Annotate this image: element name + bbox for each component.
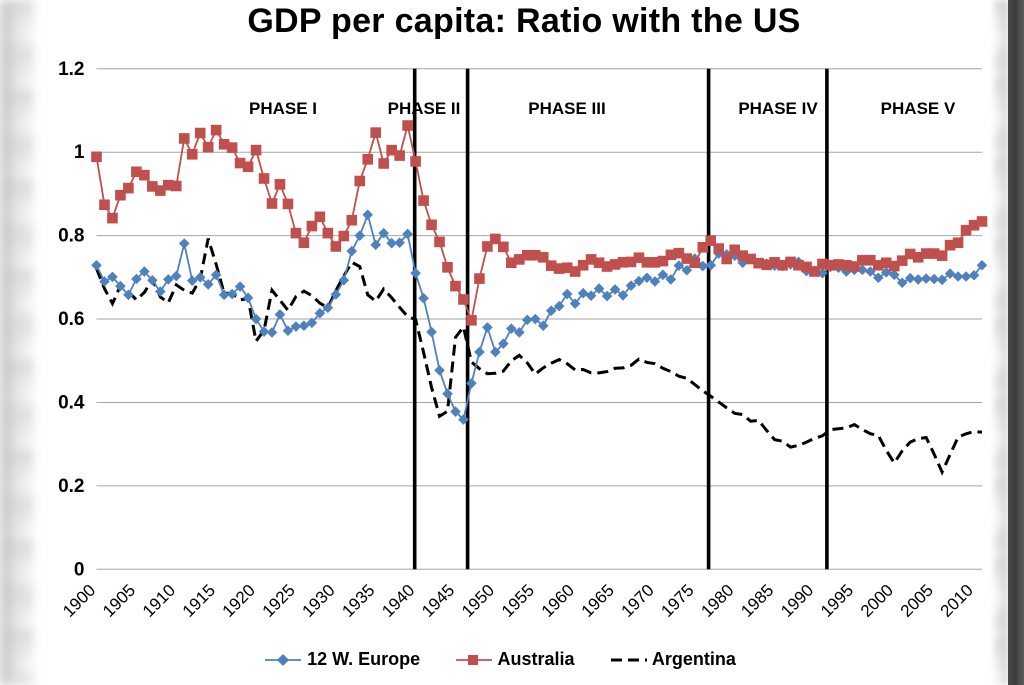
svg-text:PHASE I: PHASE I — [249, 99, 317, 118]
svg-text:PHASE V: PHASE V — [881, 99, 956, 118]
svg-text:PHASE IV: PHASE IV — [738, 99, 818, 118]
svg-text:1.2: 1.2 — [58, 59, 84, 80]
svg-text:PHASE III: PHASE III — [528, 99, 605, 118]
svg-text:1: 1 — [74, 142, 85, 163]
svg-text:0.2: 0.2 — [58, 476, 84, 497]
svg-text:PHASE II: PHASE II — [388, 99, 461, 118]
svg-text:0: 0 — [74, 559, 85, 580]
svg-text:0.4: 0.4 — [58, 392, 85, 413]
svg-text:0.6: 0.6 — [58, 309, 84, 330]
svg-text:0.8: 0.8 — [58, 226, 84, 247]
